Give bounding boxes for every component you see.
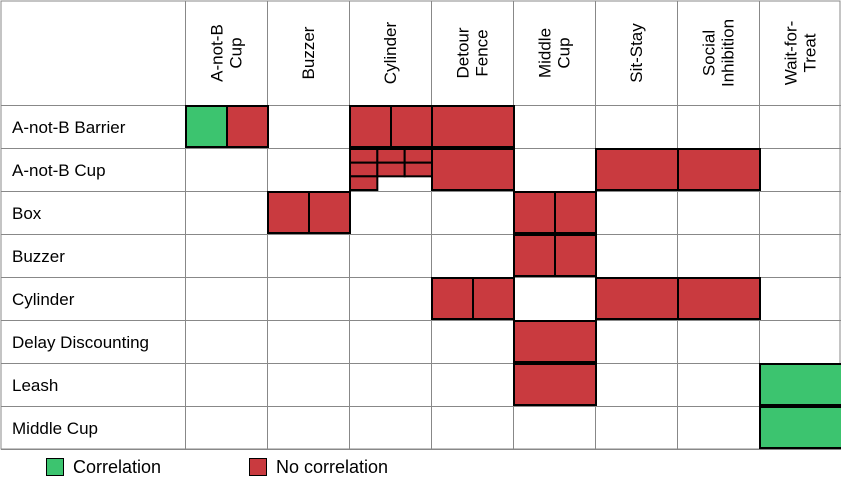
- no-correlation-cell: [267, 191, 310, 234]
- correlation-swatch: [46, 458, 64, 476]
- column-header-label: Sit-Stay: [627, 23, 646, 83]
- column-header: Middle Cup: [536, 28, 574, 78]
- no-correlation-cell: [677, 148, 761, 191]
- column-header: Wait-for- Treat: [782, 21, 820, 86]
- column-header-label: Cylinder: [381, 21, 400, 84]
- no-correlation-cell: [677, 277, 761, 320]
- no-correlation-swatch: [249, 458, 267, 476]
- column-header-label: A-not-B: [208, 24, 227, 82]
- no-correlation-cell: [554, 191, 597, 234]
- no-correlation-cell: [595, 148, 679, 191]
- row-label: Middle Cup: [12, 419, 98, 438]
- no-correlation-cell: [513, 363, 597, 406]
- no-correlation-cell: [431, 105, 515, 148]
- legend-item-correlation: Correlation: [46, 455, 161, 479]
- column-headers: A-not-B Cup Buzzer Cylinder Detour Fence Middl…: [208, 19, 820, 87]
- column-header: Social Inhibition: [700, 19, 738, 87]
- legend-item-no-correlation: No correlation: [249, 455, 388, 479]
- correlation-cell: [185, 105, 228, 148]
- no-correlation-cell: [513, 191, 556, 234]
- row-label: A-not-B Cup: [12, 161, 106, 180]
- column-header: Sit-Stay: [627, 23, 646, 83]
- column-header-label: Social: [700, 30, 719, 76]
- correlation-legend-label: Correlation: [73, 456, 162, 477]
- no-correlation-cell: [349, 175, 379, 191]
- correlation-cell: [759, 363, 841, 406]
- no-correlation-cell: [349, 105, 392, 148]
- no-correlation-cell: [349, 161, 379, 178]
- no-correlation-legend-label: No correlation: [276, 456, 389, 477]
- column-header-label: Wait-for-: [782, 21, 801, 86]
- no-correlation-cell: [431, 148, 515, 191]
- no-correlation-cell: [403, 148, 433, 164]
- row-labels: A-not-B Barrier A-not-B Cup Box Buzzer Cylin…: [12, 118, 149, 438]
- row-label: A-not-B Barrier: [12, 118, 126, 137]
- no-correlation-cell: [376, 148, 406, 164]
- row-label: Buzzer: [12, 247, 65, 266]
- column-header-label: Treat: [801, 33, 820, 72]
- no-correlation-cell: [390, 105, 433, 148]
- no-correlation-cell: [349, 148, 379, 164]
- no-correlation-cell: [513, 234, 556, 277]
- row-label: Leash: [12, 376, 58, 395]
- no-correlation-cell: [431, 277, 474, 320]
- no-correlation-cell: [595, 277, 679, 320]
- row-label: Box: [12, 204, 42, 223]
- column-header-label: Inhibition: [719, 19, 738, 87]
- correlation-grid: A-not-B Cup Buzzer Cylinder Detour Fence Middl…: [0, 0, 841, 450]
- no-correlation-cell: [472, 277, 515, 320]
- no-correlation-cell: [226, 105, 269, 148]
- no-correlation-cell: [513, 320, 597, 363]
- row-label: Delay Discounting: [12, 333, 149, 352]
- correlation-cell: [759, 406, 841, 449]
- column-header-label: Cup: [227, 37, 246, 68]
- column-header-label: Middle: [536, 28, 555, 78]
- no-correlation-cell: [403, 161, 433, 178]
- column-header-label: Buzzer: [299, 26, 318, 79]
- no-correlation-cell: [308, 191, 351, 234]
- column-header: A-not-B Cup: [208, 24, 246, 82]
- column-header: Cylinder: [381, 21, 400, 84]
- legend: Correlation No correlation: [0, 455, 841, 481]
- no-correlation-cell: [554, 234, 597, 277]
- column-header-label: Detour: [454, 27, 473, 78]
- no-correlation-cell: [376, 161, 406, 178]
- column-header-label: Fence: [473, 29, 492, 76]
- column-header: Detour Fence: [454, 27, 492, 78]
- column-header-label: Cup: [555, 37, 574, 68]
- cell-fills: [185, 105, 841, 449]
- row-label: Cylinder: [12, 290, 75, 309]
- column-header: Buzzer: [299, 26, 318, 79]
